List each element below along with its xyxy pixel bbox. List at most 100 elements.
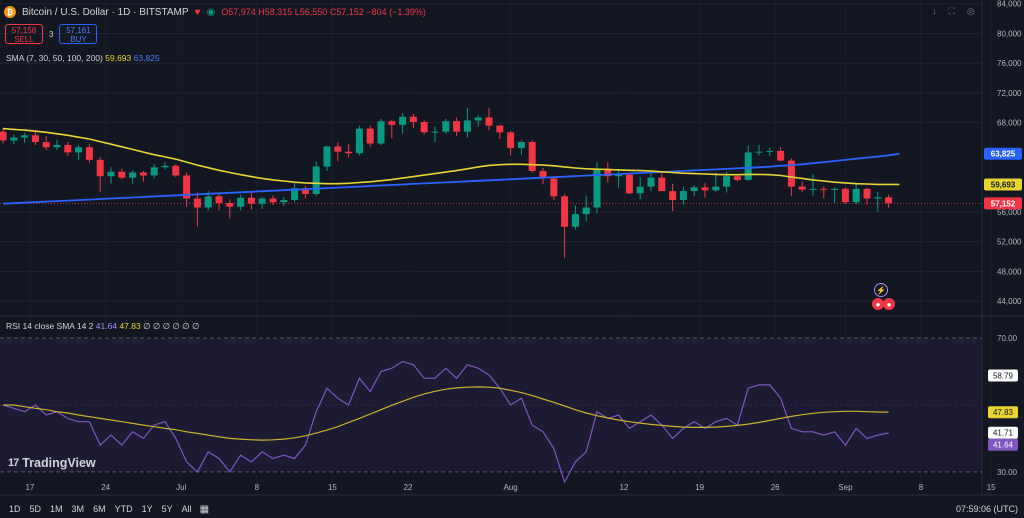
x-tick-label: Jul <box>176 483 186 492</box>
spread-value: 3 <box>49 29 54 39</box>
sma-value-1: 59,693 <box>105 53 132 63</box>
candle-body <box>571 214 579 227</box>
candle-body <box>0 131 7 141</box>
candle-body <box>507 132 515 148</box>
candle-body <box>420 121 428 133</box>
open-value: O57,974 <box>221 7 256 17</box>
candle-body <box>75 147 83 153</box>
x-tick-label: 15 <box>328 483 337 492</box>
candle-body <box>733 176 741 180</box>
heart-icon[interactable]: ♥ <box>194 6 201 18</box>
timeframe-5d[interactable]: 5D <box>29 504 42 514</box>
tradingview-logo-icon: 17 <box>8 457 19 469</box>
candle-body <box>215 196 223 203</box>
candle-body <box>539 171 547 179</box>
candle-body <box>31 135 39 143</box>
timeframe-1m[interactable]: 1M <box>50 504 63 514</box>
candle-body <box>366 128 374 144</box>
candle-body <box>798 186 806 190</box>
price-tick-label: 84,000 <box>997 0 1022 9</box>
candle-body <box>280 200 288 203</box>
x-tick-label: 22 <box>404 483 413 492</box>
timeframe-1d[interactable]: 1D <box>9 504 21 514</box>
lightning-event-icon[interactable]: ⚡ <box>874 283 888 297</box>
candle-body <box>647 177 655 187</box>
timeframe-all[interactable]: All <box>181 504 192 514</box>
sma-value-2: 63,825 <box>133 53 160 63</box>
candle-body <box>690 187 698 192</box>
sma-legend-title: SMA (7, 30, 50, 100, 200) <box>6 53 103 63</box>
download-icon[interactable]: ↓ <box>932 6 937 16</box>
candle-body <box>636 186 644 194</box>
candle-body <box>701 187 709 191</box>
candle-body <box>820 188 828 190</box>
rsi-legend[interactable]: RSI 14 close SMA 14 2 41.64 47.83 ∅ ∅ ∅ … <box>6 321 199 332</box>
us-flag-event-icon-2[interactable]: ● <box>883 298 895 310</box>
candle-body <box>463 120 471 132</box>
buy-button[interactable]: 57,161 BUY <box>59 24 98 44</box>
rsi-tick-label: 30.00 <box>997 468 1018 477</box>
rsi-axis-label: 58.79 <box>993 372 1014 381</box>
candle-body <box>150 167 158 176</box>
candle-body <box>485 117 493 126</box>
candle-body <box>388 121 396 125</box>
fullscreen-icon[interactable]: ⛶ <box>948 6 955 16</box>
candle-body <box>323 146 331 167</box>
x-tick-label: Aug <box>503 483 517 492</box>
timeframe-6m[interactable]: 6M <box>93 504 106 514</box>
candle-body <box>291 188 299 201</box>
rsi-legend-title: RSI 14 close SMA 14 2 <box>6 321 94 331</box>
candle-body <box>237 197 245 207</box>
price-tick-label: 48,000 <box>997 267 1022 276</box>
timeframe-1y[interactable]: 1Y <box>141 504 153 514</box>
buy-price: 57,161 <box>66 26 91 35</box>
sell-label: SELL <box>14 35 34 44</box>
rsi-axis-label-bg <box>988 406 1018 419</box>
sell-price: 57,158 <box>11 26 37 35</box>
x-tick-label: 24 <box>101 483 110 492</box>
timeframe-5y[interactable]: 5Y <box>161 504 173 514</box>
rsi-value: 41.64 <box>95 321 118 331</box>
high-value: H58,315 <box>258 7 293 17</box>
sma-legend[interactable]: SMA (7, 30, 50, 100, 200) 59,693 63,825 <box>6 53 160 63</box>
x-tick-label: 12 <box>620 483 629 492</box>
camera-icon[interactable]: ◎ <box>966 6 975 16</box>
candle-body <box>334 146 342 152</box>
candle-body <box>787 160 795 187</box>
candle-body <box>669 191 677 201</box>
timeframe-bar: 1D 5D 1M 3M 6M YTD 1Y 5Y All <box>9 504 192 514</box>
clock[interactable]: 07:59:06 (UTC) <box>955 504 1018 514</box>
candle-body <box>431 131 439 133</box>
candle-body <box>226 202 234 207</box>
timeframe-3m[interactable]: 3M <box>71 504 85 514</box>
price-tick-label: 76,000 <box>997 59 1022 68</box>
tradingview-watermark: 17 TradingView <box>8 456 96 470</box>
timeframe-ytd[interactable]: YTD <box>114 504 133 514</box>
candle-body <box>107 171 115 177</box>
price-axis-label-bg <box>984 197 1022 210</box>
x-tick-label: Sep <box>838 483 853 492</box>
sell-button[interactable]: 57,158 SELL <box>5 24 43 44</box>
candle-body <box>139 172 147 176</box>
x-tick-label: 8 <box>919 483 924 492</box>
symbol-title[interactable]: Bitcoin / U.S. Dollar · 1D · BITSTAMP <box>22 6 189 18</box>
price-axis-label: 59,693 <box>991 180 1016 189</box>
candle-body <box>712 186 720 191</box>
calendar-icon[interactable]: ▦ <box>199 503 210 515</box>
top-right-controls: ↓ ⛶ ◎ <box>932 6 975 17</box>
candle-body <box>258 198 266 204</box>
price-tick-label: 68,000 <box>997 119 1022 128</box>
us-flag-event-icon[interactable]: ● <box>872 298 884 310</box>
price-tick-label: 72,000 <box>997 89 1022 98</box>
candle-body <box>85 147 93 160</box>
rsi-ma-value: 47.83 <box>119 321 141 331</box>
candle-body <box>345 151 353 154</box>
close-value: C57,152 <box>329 7 364 17</box>
candle-body <box>863 188 871 199</box>
rsi-axis-label: 47.83 <box>993 408 1014 417</box>
sma-long-line <box>2 152 900 205</box>
candle-body <box>604 168 612 177</box>
rsi-tick-label: 70.00 <box>997 334 1018 343</box>
